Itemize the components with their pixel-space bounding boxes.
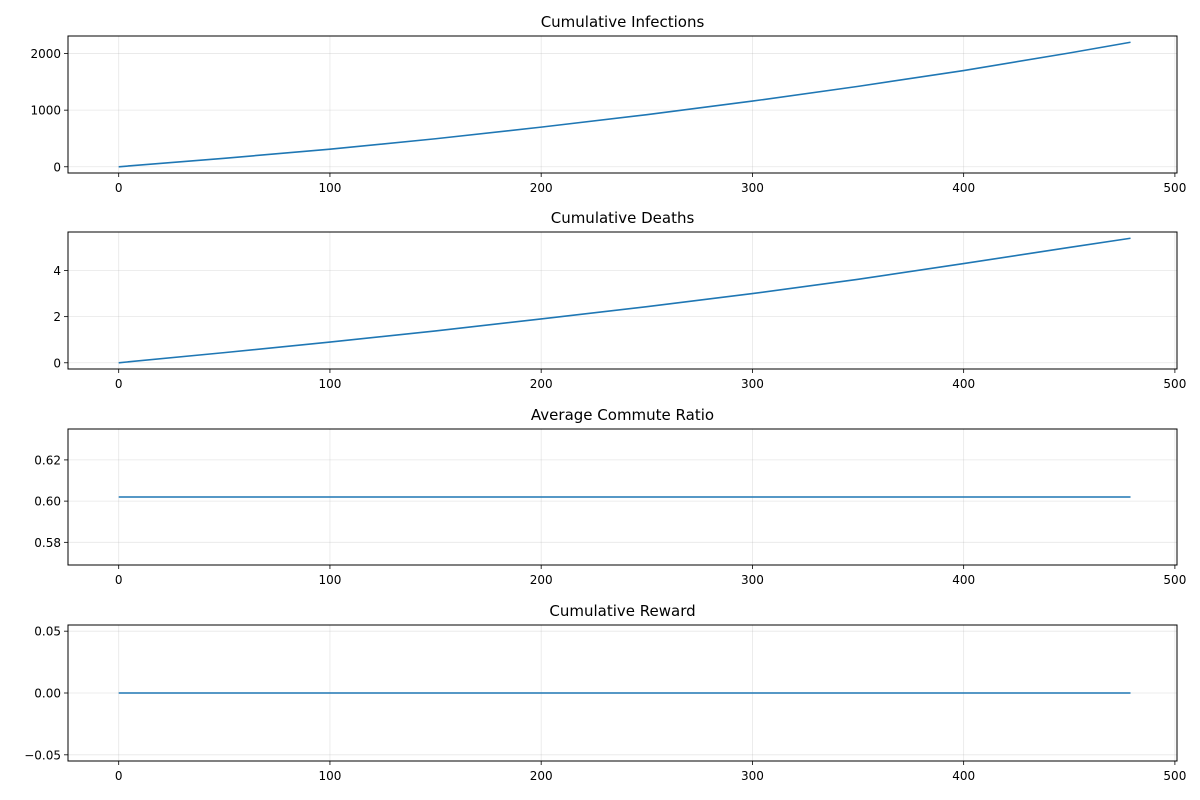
y-tick-label: 0.58 — [34, 536, 61, 550]
x-tick-label: 300 — [741, 377, 764, 391]
y-tick-label: 0 — [53, 160, 61, 174]
x-tick-label: 400 — [952, 769, 975, 783]
x-tick-label: 200 — [530, 573, 553, 587]
y-tick-label: 0.60 — [34, 495, 61, 509]
y-tick-label: 2 — [53, 310, 61, 324]
chart-title: Cumulative Infections — [541, 13, 705, 31]
subplot-2: 0 100 200 300 400 500 0 2 4 Cumulative Deaths — [53, 209, 1186, 391]
x-tick-label: 400 — [952, 181, 975, 195]
subplot-3: 0 100 200 300 400 500 0.58 0.60 0.62 Average Comm… — [34, 406, 1186, 587]
y-tick-label: −0.05 — [24, 748, 61, 762]
y-tick-label: 2000 — [30, 47, 61, 61]
x-tick-label: 500 — [1163, 377, 1186, 391]
x-tick-label: 300 — [741, 769, 764, 783]
y-tick-label: 0.00 — [34, 687, 61, 701]
y-tick-label: 0.05 — [34, 625, 61, 639]
series-line — [118, 41, 1131, 168]
chart-title: Cumulative Deaths — [551, 209, 695, 227]
x-tick-label: 500 — [1163, 181, 1186, 195]
x-tick-label: 200 — [530, 181, 553, 195]
axes-frame — [67, 231, 1178, 370]
x-tick-label: 200 — [530, 377, 553, 391]
y-tick-label: 1000 — [30, 104, 61, 118]
series-line — [118, 237, 1131, 364]
x-tick-label: 100 — [318, 181, 341, 195]
axes-frame — [67, 35, 1178, 174]
chart-title: Average Commute Ratio — [531, 406, 714, 424]
chart-title: Cumulative Reward — [549, 602, 695, 620]
y-tick-label: 0.62 — [34, 453, 61, 467]
x-tick-label: 400 — [952, 377, 975, 391]
x-tick-label: 300 — [741, 573, 764, 587]
x-tick-label: 400 — [952, 573, 975, 587]
x-tick-label: 100 — [318, 377, 341, 391]
x-tick-label: 0 — [115, 573, 123, 587]
y-tick-label: 4 — [53, 264, 61, 278]
x-tick-label: 0 — [115, 181, 123, 195]
x-tick-label: 200 — [530, 769, 553, 783]
x-tick-label: 500 — [1163, 573, 1186, 587]
x-tick-label: 0 — [115, 377, 123, 391]
x-tick-label: 500 — [1163, 769, 1186, 783]
x-tick-label: 100 — [318, 573, 341, 587]
axes-frame — [67, 428, 1178, 566]
x-tick-label: 300 — [741, 181, 764, 195]
subplot-4: 0 100 200 300 400 500 −0.05 0.00 0.05 Cumulative … — [24, 602, 1186, 783]
x-tick-label: 100 — [318, 769, 341, 783]
x-tick-label: 0 — [115, 769, 123, 783]
subplot-1: 0 100 200 300 400 500 0 1000 2000 Cumulative Infe… — [30, 13, 1186, 195]
y-tick-label: 0 — [53, 356, 61, 370]
